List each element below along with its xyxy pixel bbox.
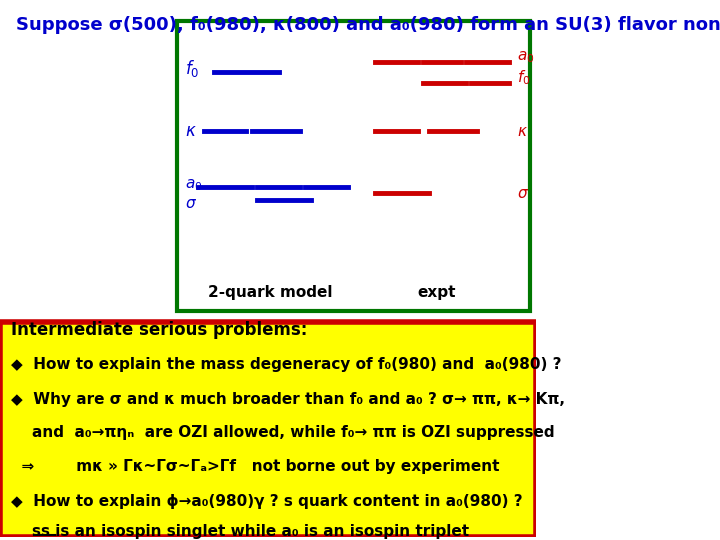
FancyBboxPatch shape	[0, 322, 536, 537]
Text: ⇒        mκ » Γκ~Γσ~Γₐ>Γf   not borne out by experiment: ⇒ mκ » Γκ~Γσ~Γₐ>Γf not borne out by expe…	[11, 460, 499, 475]
Text: $\sigma$: $\sigma$	[517, 186, 529, 201]
Text: $\kappa$: $\kappa$	[185, 123, 197, 140]
Text: Intermediate serious problems:: Intermediate serious problems:	[11, 321, 307, 339]
Text: ◆  How to explain ϕ→a₀(980)γ ? s quark content in a₀(980) ?: ◆ How to explain ϕ→a₀(980)γ ? s quark co…	[11, 494, 522, 509]
FancyBboxPatch shape	[176, 22, 530, 311]
Text: ◆  How to explain the mass degeneracy of f₀(980) and  a₀(980) ?: ◆ How to explain the mass degeneracy of …	[11, 357, 561, 373]
Text: Suppose σ(500), f₀(980), κ(800) and a₀(980) form an SU(3) flavor nonet: Suppose σ(500), f₀(980), κ(800) and a₀(9…	[16, 16, 720, 34]
Text: 2-quark model: 2-quark model	[208, 285, 333, 300]
Text: expt: expt	[418, 285, 456, 300]
Text: $\sigma$: $\sigma$	[185, 197, 197, 212]
Text: and  a₀→πηₙ  are OZI allowed, while f₀→ ππ is OZI suppressed: and a₀→πηₙ are OZI allowed, while f₀→ ππ…	[11, 424, 554, 440]
Text: $a_0$: $a_0$	[517, 50, 534, 65]
Text: $\kappa$: $\kappa$	[517, 124, 528, 139]
Text: $f_0$: $f_0$	[185, 58, 199, 79]
Text: ss is an isospin singlet while a₀ is an isospin triplet: ss is an isospin singlet while a₀ is an …	[11, 524, 469, 539]
Text: ◆  Why are σ and κ much broader than f₀ and a₀ ? σ→ ππ, κ→ Kπ,: ◆ Why are σ and κ much broader than f₀ a…	[11, 393, 564, 407]
Text: $a_0$: $a_0$	[185, 177, 202, 193]
Text: $f_0$: $f_0$	[517, 69, 531, 87]
